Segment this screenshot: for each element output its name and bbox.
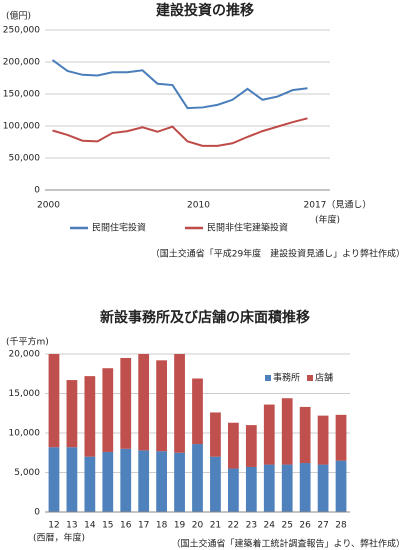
y-tick-label: 20,000 (9, 350, 41, 360)
y-tick-label: 0 (34, 186, 40, 196)
legend-label: 民間非住宅建築投資 (207, 222, 288, 234)
legend-swatch (307, 375, 313, 381)
x-tick-label: 28 (335, 521, 347, 531)
legend-swatch (265, 375, 271, 381)
line-series (51, 59, 308, 110)
bar-segment (48, 354, 60, 448)
bar-segment (138, 354, 150, 451)
y-tick-label: 150,000 (3, 90, 40, 100)
x-tick-label: 21 (210, 521, 221, 531)
bar-segment (84, 456, 96, 512)
x-tick-label: 22 (228, 521, 239, 531)
bars (48, 354, 347, 512)
bar-segment (102, 451, 114, 512)
bar-segment (66, 380, 78, 448)
bar-segment (317, 415, 329, 465)
chart-title: 新設事務所及び店舗の床面積推移 (100, 309, 310, 326)
bar-segment (281, 398, 293, 465)
source-note: （国土交通省「平成29年度 建設投資見通し」より弊社作成） (151, 248, 405, 260)
bar-segment (228, 422, 239, 469)
x-tick-label: 2017（見通し） (304, 200, 372, 211)
bar-segment (192, 378, 203, 445)
line-series (52, 117, 308, 147)
bar-segment (174, 452, 185, 512)
bar-segment (102, 368, 114, 452)
x-tick-label: 12 (48, 521, 59, 531)
bar-segment (245, 425, 257, 467)
bar-segment (84, 376, 96, 457)
y-axis-label: (千平方m) (6, 336, 49, 348)
x-tick-label: 15 (102, 521, 113, 531)
bar-segment (156, 451, 167, 512)
x-tick-label: 2000 (37, 201, 60, 211)
y-tick-label: 0 (34, 508, 40, 518)
x-tick-label: 24 (264, 521, 276, 531)
x-tick-label: 13 (66, 521, 77, 531)
bar-segment (317, 464, 329, 512)
y-tick-label: 10,000 (9, 429, 41, 439)
bar-segment (299, 406, 311, 464)
legend-label: 店舗 (315, 372, 333, 384)
x-tick-label: 18 (156, 521, 168, 531)
x-tick-label: 27 (317, 521, 328, 531)
bar-segment (263, 464, 275, 512)
bar-segment (174, 354, 185, 453)
y-tick-label: 100,000 (3, 122, 40, 132)
bar-segment (48, 447, 60, 512)
bar-segment (192, 444, 203, 512)
x-tick-label: 20 (192, 521, 204, 531)
bar-segment (263, 404, 275, 465)
x-tick-label: 2010 (187, 201, 210, 211)
bar-segment (120, 448, 132, 512)
bar-segment (66, 447, 78, 512)
x-tick-label: 19 (174, 521, 186, 531)
bar-segment (210, 412, 221, 457)
legend-label: 民間住宅投資 (92, 222, 146, 234)
y-tick-label: 15,000 (9, 389, 41, 399)
bar-segment (299, 463, 311, 512)
y-tick-label: 50,000 (9, 154, 41, 164)
bar-segment (335, 414, 347, 461)
source-note: （国土交通省「建築着工統計調査報告」より、弊社作成） (172, 538, 405, 550)
x-axis-label: (年度) (315, 214, 340, 226)
x-tick-label: 14 (84, 521, 96, 531)
x-tick-label: 23 (246, 521, 257, 531)
bar-segment (245, 466, 257, 512)
bar-segment (281, 464, 293, 512)
bar-segment (138, 450, 150, 512)
bar-segment (335, 460, 347, 512)
y-tick-label: 250,000 (3, 26, 40, 36)
x-tick-label: 26 (299, 521, 311, 531)
y-tick-label: 5,000 (14, 468, 40, 478)
x-axis-label: (西暦，年度) (33, 532, 85, 544)
x-tick-label: 16 (120, 521, 132, 531)
x-tick-label: 25 (281, 521, 292, 531)
bar-segment (156, 360, 167, 452)
chart-title: 建設投資の推移 (156, 2, 254, 19)
bar-segment (120, 357, 132, 449)
y-axis-label: (億円) (6, 10, 31, 22)
x-tick-label: 17 (138, 521, 149, 531)
y-tick-label: 200,000 (3, 58, 40, 68)
legend-label: 事務所 (273, 372, 300, 384)
bar-segment (228, 468, 239, 512)
bar-segment (210, 456, 221, 512)
